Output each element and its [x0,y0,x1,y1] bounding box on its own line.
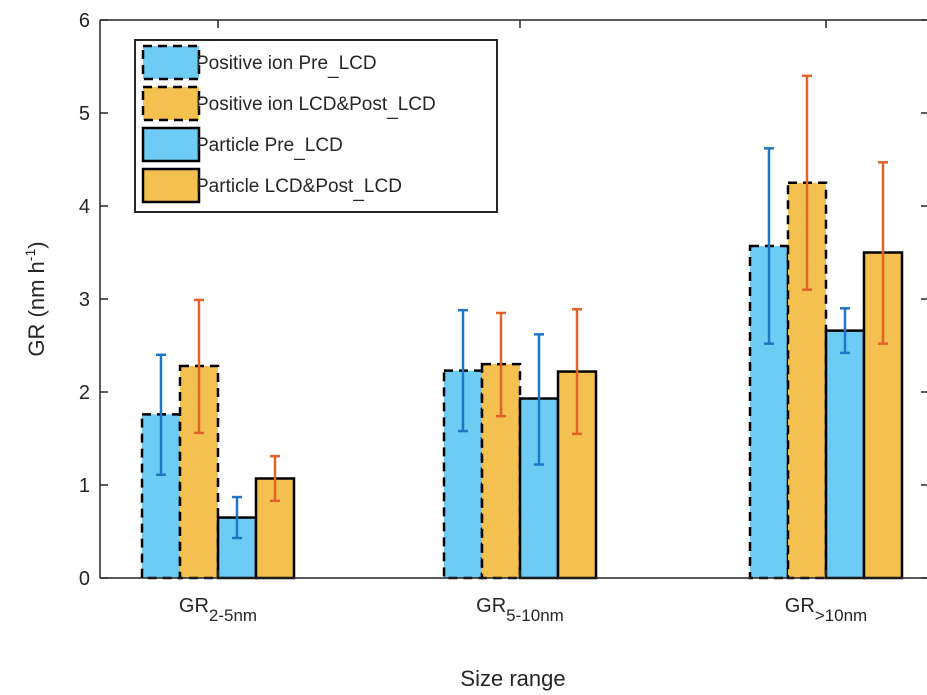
y-axis-label-sup: -1 [22,249,38,262]
legend-label-main: Positive ion Pre [196,53,328,74]
x-tick-label-sub: 5-10nm [506,606,564,625]
y-tick-label: 1 [79,475,90,497]
bar [824,329,866,580]
x-tick-label-main: GR [476,595,506,617]
legend-label: Positive ion LCD&Post_LCD [196,94,436,120]
error-bars-layer [156,74,888,540]
legend-label: Particle Pre_LCD [196,135,343,161]
y-tick-label: 2 [79,382,90,404]
y-tick-label: 3 [79,289,90,311]
legend-label-main: Particle Pre [196,135,294,156]
y-tick-label: 5 [79,103,90,125]
x-ticks-layer: GR2-5nm GR5-10nm GR>10nm [179,20,867,625]
legend-swatch [141,126,201,163]
y-axis-label-end: ) [24,241,49,248]
x-tick-label: GR2-5nm [179,595,257,625]
y-ticks-layer: 0 1 2 3 4 5 6 [79,10,927,590]
x-tick-label-sub: 2-5nm [209,606,257,625]
y-tick-label: 6 [79,10,90,32]
legend-label-tail: LCD [305,135,343,156]
legend-label-sub: _ [293,140,305,161]
legend-label-tail: LCD [339,53,377,74]
legend-swatch [141,85,201,122]
legend-label-main: Particle LCD&Post [196,176,354,197]
legend-swatch [141,44,201,81]
x-tick-label: GR5-10nm [476,595,564,625]
legend-label-main: Positive ion LCD&Post [196,94,388,115]
y-axis-label: GR (nm h-1) [22,241,49,356]
legend-label: Particle LCD&Post_LCD [196,176,402,202]
legend-label-sub: _ [386,99,398,120]
legend-label: Positive ion Pre_LCD [196,53,377,79]
legend-swatch [141,167,201,204]
x-tick-label: GR>10nm [785,595,867,625]
legend-label-sub: _ [327,58,339,79]
y-axis-label-main: GR (nm h [24,261,49,356]
legend-label-tail: LCD [364,176,402,197]
y-tick-label: 4 [79,196,90,218]
x-tick-label-main: GR [785,595,815,617]
y-tick-label: 0 [79,568,90,590]
x-axis-label: Size range [460,666,565,691]
x-tick-label-sub: >10nm [815,606,867,625]
x-tick-label-main: GR [179,595,209,617]
legend-label-sub: _ [352,181,364,202]
legend-label-tail: LCD [398,94,436,115]
